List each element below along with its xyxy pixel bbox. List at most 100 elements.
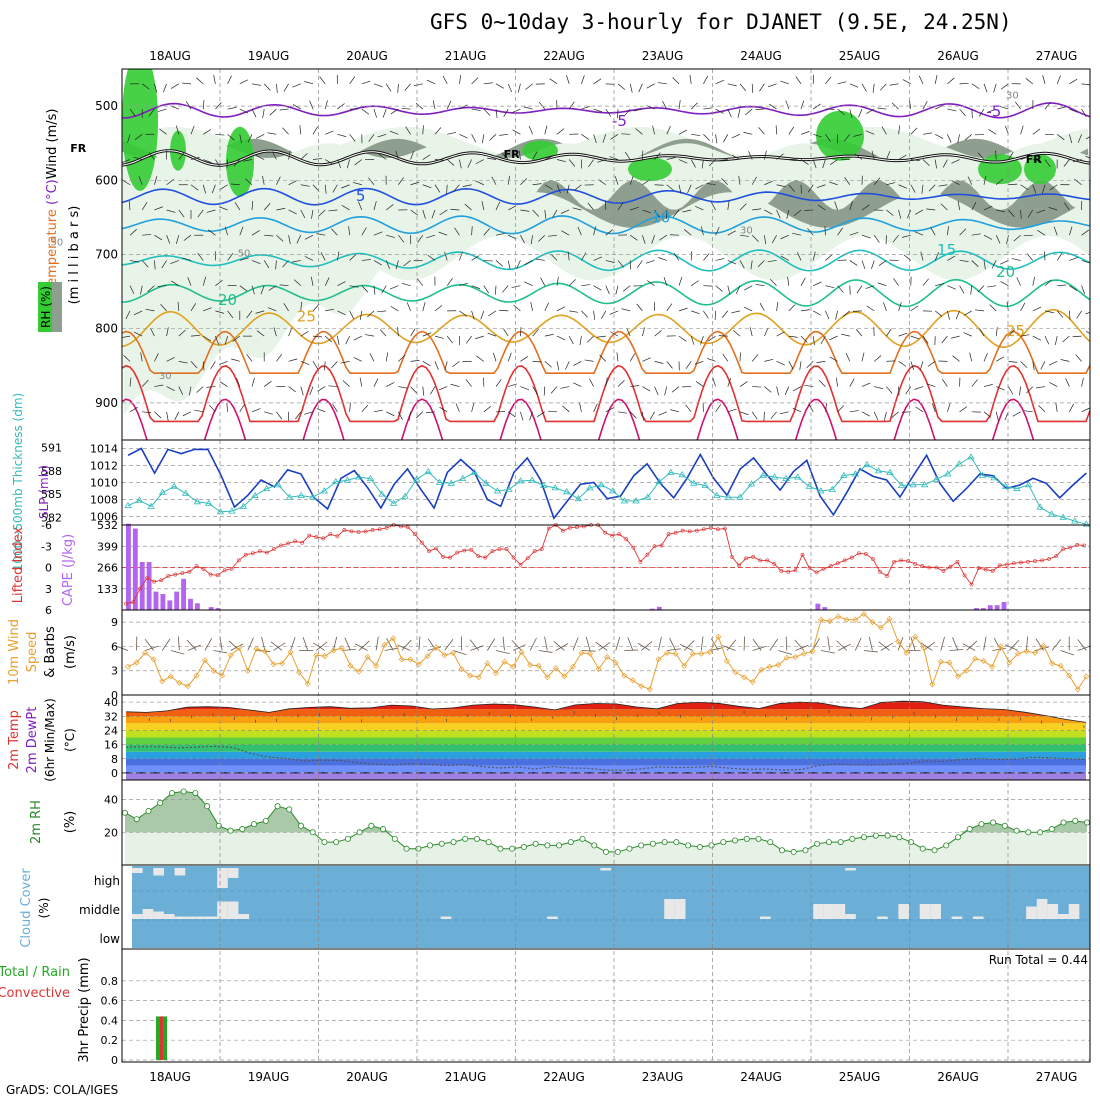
wind-speed-point bbox=[159, 678, 166, 685]
wind-barb bbox=[489, 134, 497, 141]
temp-y-tick: 24 bbox=[104, 724, 118, 737]
wind-barb bbox=[560, 209, 570, 214]
wind-barb bbox=[125, 310, 131, 320]
rh-legend-label: RH (%) bbox=[39, 286, 53, 328]
wind-speed-point bbox=[1023, 648, 1030, 655]
wind-barb bbox=[752, 638, 762, 651]
wind-barb bbox=[710, 638, 719, 651]
wind-barb bbox=[764, 235, 766, 245]
wind-barb bbox=[1056, 75, 1061, 84]
wind-barb bbox=[556, 184, 561, 194]
cloud-middle-bar bbox=[185, 916, 196, 919]
wind-panel-bg bbox=[122, 610, 1090, 695]
wind-barb bbox=[453, 650, 467, 656]
precip-panel-bg bbox=[122, 949, 1090, 1060]
wind-barb bbox=[792, 386, 802, 392]
wind-barb bbox=[703, 253, 710, 261]
rh-y-label: 2m RH bbox=[29, 800, 44, 844]
li-point bbox=[1082, 543, 1087, 548]
wind-barb bbox=[825, 76, 832, 85]
wind-speed-point bbox=[843, 616, 850, 623]
wind-barb bbox=[483, 285, 489, 294]
rh-point bbox=[732, 837, 739, 844]
temp-y-tick: 40 bbox=[104, 696, 118, 709]
wind-barb bbox=[549, 78, 558, 85]
wind-barb bbox=[1034, 646, 1049, 651]
wind-barb bbox=[353, 357, 362, 362]
wind-barb bbox=[636, 260, 643, 269]
wind-barb bbox=[1069, 285, 1078, 291]
wind-speed-point bbox=[878, 624, 884, 631]
wind-barb bbox=[340, 361, 350, 364]
wind-barb bbox=[375, 636, 379, 651]
wind-barb bbox=[325, 130, 334, 135]
wind-barb bbox=[812, 336, 815, 346]
wind-barb bbox=[922, 100, 928, 110]
wind-barb bbox=[816, 184, 826, 189]
wind-barb bbox=[1042, 75, 1046, 84]
wind-barb bbox=[996, 386, 1005, 391]
wind-barb bbox=[129, 406, 138, 413]
upper-panel-plot bbox=[122, 69, 1090, 440]
li-point bbox=[138, 586, 142, 591]
wind-barb bbox=[919, 361, 924, 371]
wind-barb bbox=[550, 253, 558, 261]
wind-barb bbox=[652, 125, 655, 135]
wind-barb bbox=[800, 100, 805, 110]
wind-barb bbox=[1011, 258, 1021, 261]
wind-barb bbox=[835, 310, 838, 320]
wind-barb bbox=[386, 382, 395, 387]
wind-speed-point bbox=[801, 650, 807, 657]
wind-barb bbox=[395, 150, 399, 160]
cloud-middle-bar bbox=[206, 916, 218, 919]
wind-barb bbox=[1048, 207, 1058, 211]
wind-barb bbox=[197, 209, 204, 218]
wind-speed-point bbox=[176, 679, 183, 686]
wind-barb bbox=[129, 377, 132, 387]
rh-point bbox=[251, 821, 258, 828]
temp-y-tick: 8 bbox=[111, 753, 118, 766]
rh-point bbox=[767, 839, 774, 846]
wind-barb bbox=[502, 636, 505, 651]
li-point bbox=[680, 528, 685, 533]
wind-barb bbox=[166, 209, 176, 213]
wind-barb bbox=[629, 234, 638, 241]
wind-barb bbox=[767, 83, 777, 88]
wind-barb bbox=[663, 276, 668, 286]
rh-band-lowlevel bbox=[122, 143, 1090, 415]
rh-blob-high bbox=[522, 140, 558, 161]
wind-barb bbox=[587, 202, 594, 211]
cloud-level-label: low bbox=[100, 932, 121, 946]
wind-barb bbox=[952, 355, 960, 362]
rh-y-label-2: (%) bbox=[63, 811, 78, 834]
wind-barb bbox=[812, 159, 817, 169]
li-point bbox=[997, 563, 1002, 568]
wind-barb bbox=[302, 637, 309, 651]
wind-barb bbox=[764, 358, 774, 362]
wind-barb bbox=[166, 411, 169, 421]
thickness-y-tick: 591 bbox=[41, 442, 62, 455]
wind-barb bbox=[647, 280, 655, 286]
wind-barb bbox=[341, 205, 350, 211]
wind-barb bbox=[1032, 335, 1041, 341]
wind-barb bbox=[203, 335, 212, 342]
wind-barb bbox=[368, 177, 375, 185]
wind-barb bbox=[654, 386, 659, 395]
upper-y-label-part: (°C) bbox=[45, 179, 60, 205]
wind-speed-point bbox=[604, 654, 611, 660]
wind-barb bbox=[658, 257, 667, 261]
wind-barb bbox=[122, 159, 131, 163]
wind-barb bbox=[365, 334, 375, 337]
wind-barb bbox=[579, 336, 582, 346]
x-label-bottom: 26AUG bbox=[937, 1070, 979, 1084]
wind-speed-point bbox=[818, 616, 825, 623]
precip-y-tick: 0.4 bbox=[101, 1014, 119, 1027]
wind-barb bbox=[493, 352, 497, 362]
wind-barb bbox=[868, 636, 873, 651]
wind-barb bbox=[993, 83, 997, 93]
wind-speed-point bbox=[313, 652, 320, 659]
wind-barb bbox=[1020, 125, 1024, 135]
wind-barb bbox=[967, 176, 973, 185]
wind-barb bbox=[605, 229, 614, 236]
wind-barb bbox=[279, 108, 289, 111]
